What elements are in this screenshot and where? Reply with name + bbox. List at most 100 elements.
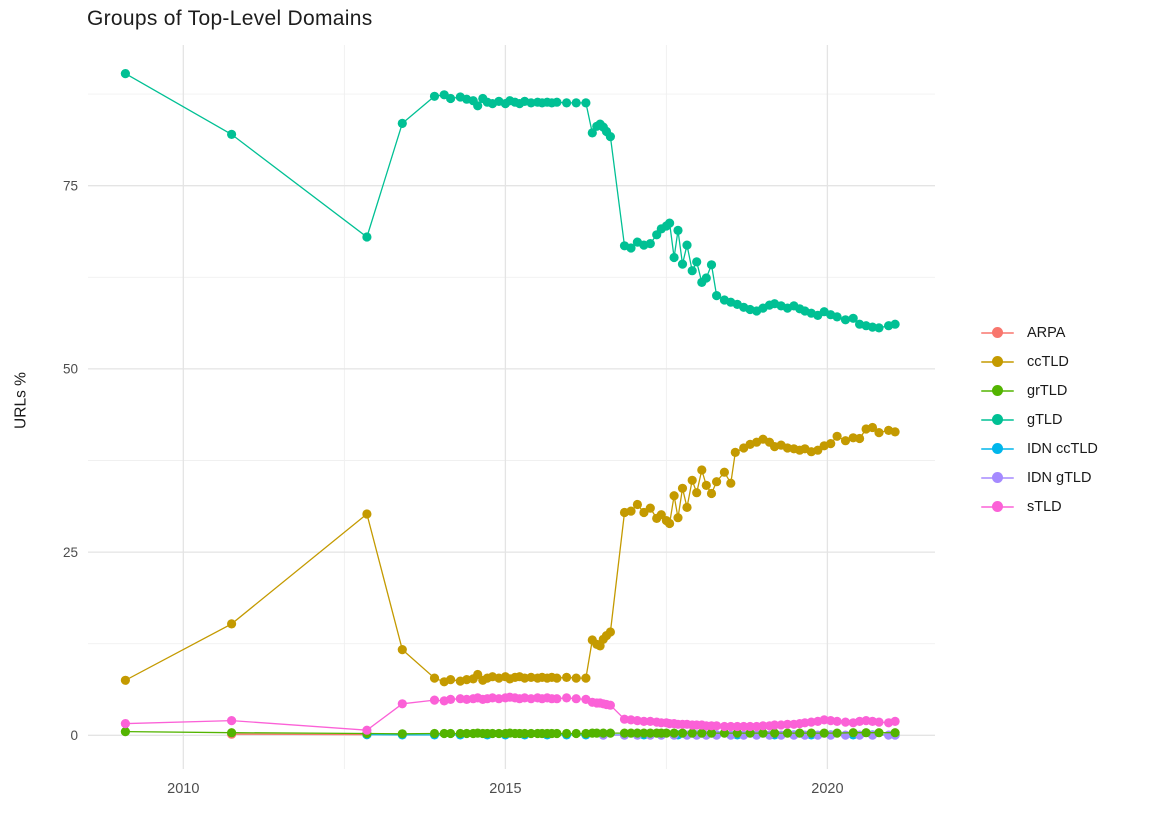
series-grTLD xyxy=(120,727,900,739)
data-point xyxy=(665,518,675,529)
data-point xyxy=(605,132,616,142)
data-point xyxy=(677,259,688,269)
data-point xyxy=(645,503,655,513)
data-point xyxy=(462,728,472,739)
data-point xyxy=(782,719,793,729)
data-point xyxy=(832,728,842,738)
legend-key-icon xyxy=(981,501,1014,513)
data-point xyxy=(706,260,717,270)
data-point xyxy=(840,436,851,446)
data-point xyxy=(626,728,636,738)
series-ccTLD xyxy=(120,422,900,687)
series-line xyxy=(125,73,896,329)
data-point xyxy=(520,728,530,739)
data-point xyxy=(562,728,572,739)
data-point xyxy=(673,513,683,523)
data-point xyxy=(712,477,722,487)
data-point xyxy=(730,447,740,457)
legend-key-icon xyxy=(981,414,1014,426)
data-point xyxy=(397,729,407,739)
data-point xyxy=(848,728,858,738)
data-point xyxy=(645,728,655,738)
svg-text:75: 75 xyxy=(63,179,78,194)
series-gTLD xyxy=(120,69,900,333)
legend-item-grTLD: grTLD xyxy=(981,380,1098,401)
legend-item-gTLD: gTLD xyxy=(981,409,1098,430)
svg-text:25: 25 xyxy=(63,545,78,560)
data-point xyxy=(739,721,749,732)
data-point xyxy=(526,728,536,739)
data-point xyxy=(227,619,237,629)
svg-text:0: 0 xyxy=(70,728,78,743)
data-point xyxy=(832,431,842,441)
legend-item-label: IDN gTLD xyxy=(1027,469,1092,486)
data-point xyxy=(832,312,842,322)
data-point xyxy=(455,728,465,739)
data-point xyxy=(487,728,498,739)
data-point xyxy=(446,675,456,685)
data-point xyxy=(677,728,688,738)
legend-key-icon xyxy=(981,356,1014,368)
data-point xyxy=(120,727,130,737)
data-point xyxy=(397,699,407,709)
data-point xyxy=(587,128,597,138)
data-point xyxy=(429,728,440,739)
data-point xyxy=(669,728,679,738)
svg-text:2015: 2015 xyxy=(489,781,521,797)
data-point xyxy=(890,728,900,738)
data-point xyxy=(571,694,581,704)
data-point xyxy=(890,319,900,329)
data-point xyxy=(581,98,591,108)
legend-item-label: ARPA xyxy=(1027,324,1066,341)
data-point xyxy=(758,728,768,738)
data-point xyxy=(429,673,440,683)
data-point xyxy=(626,243,636,253)
data-point xyxy=(682,240,692,250)
data-point xyxy=(446,728,456,739)
data-point xyxy=(120,675,130,685)
legend-item-ccTLD: ccTLD xyxy=(981,351,1098,372)
data-point xyxy=(874,323,884,333)
legend-item-IDN-ccTLD: IDN ccTLD xyxy=(981,438,1098,459)
data-point xyxy=(562,693,572,703)
data-point xyxy=(632,499,643,510)
data-point xyxy=(692,488,702,498)
data-point xyxy=(665,218,675,228)
data-point xyxy=(605,627,616,637)
data-point xyxy=(677,483,688,493)
data-point xyxy=(697,728,707,738)
data-point xyxy=(874,728,884,738)
data-point xyxy=(682,502,692,512)
data-point xyxy=(632,728,643,738)
svg-text:50: 50 xyxy=(63,362,78,377)
data-point xyxy=(439,728,449,739)
legend-item-IDN-gTLD: IDN gTLD xyxy=(981,467,1098,488)
data-point xyxy=(494,728,504,739)
data-point xyxy=(639,716,649,727)
legend-item-ARPA: ARPA xyxy=(981,322,1098,343)
data-point xyxy=(706,728,717,738)
data-point xyxy=(687,475,697,485)
data-point xyxy=(362,509,372,519)
data-point xyxy=(692,257,702,267)
data-point xyxy=(840,315,851,325)
data-point xyxy=(890,427,900,437)
data-point xyxy=(861,728,871,738)
legend-item-label: IDN ccTLD xyxy=(1027,440,1098,457)
data-point xyxy=(701,480,711,490)
data-point xyxy=(120,69,130,79)
data-point xyxy=(819,728,829,738)
data-point xyxy=(562,98,572,108)
legend-key-icon xyxy=(981,327,1014,339)
data-point xyxy=(890,716,900,727)
data-point xyxy=(605,728,616,738)
data-point xyxy=(473,101,483,111)
data-point xyxy=(732,728,742,738)
data-point xyxy=(745,721,755,732)
data-point xyxy=(446,694,456,705)
data-point xyxy=(712,291,722,301)
data-point xyxy=(874,717,884,727)
data-point xyxy=(639,728,649,738)
data-point xyxy=(661,728,672,738)
